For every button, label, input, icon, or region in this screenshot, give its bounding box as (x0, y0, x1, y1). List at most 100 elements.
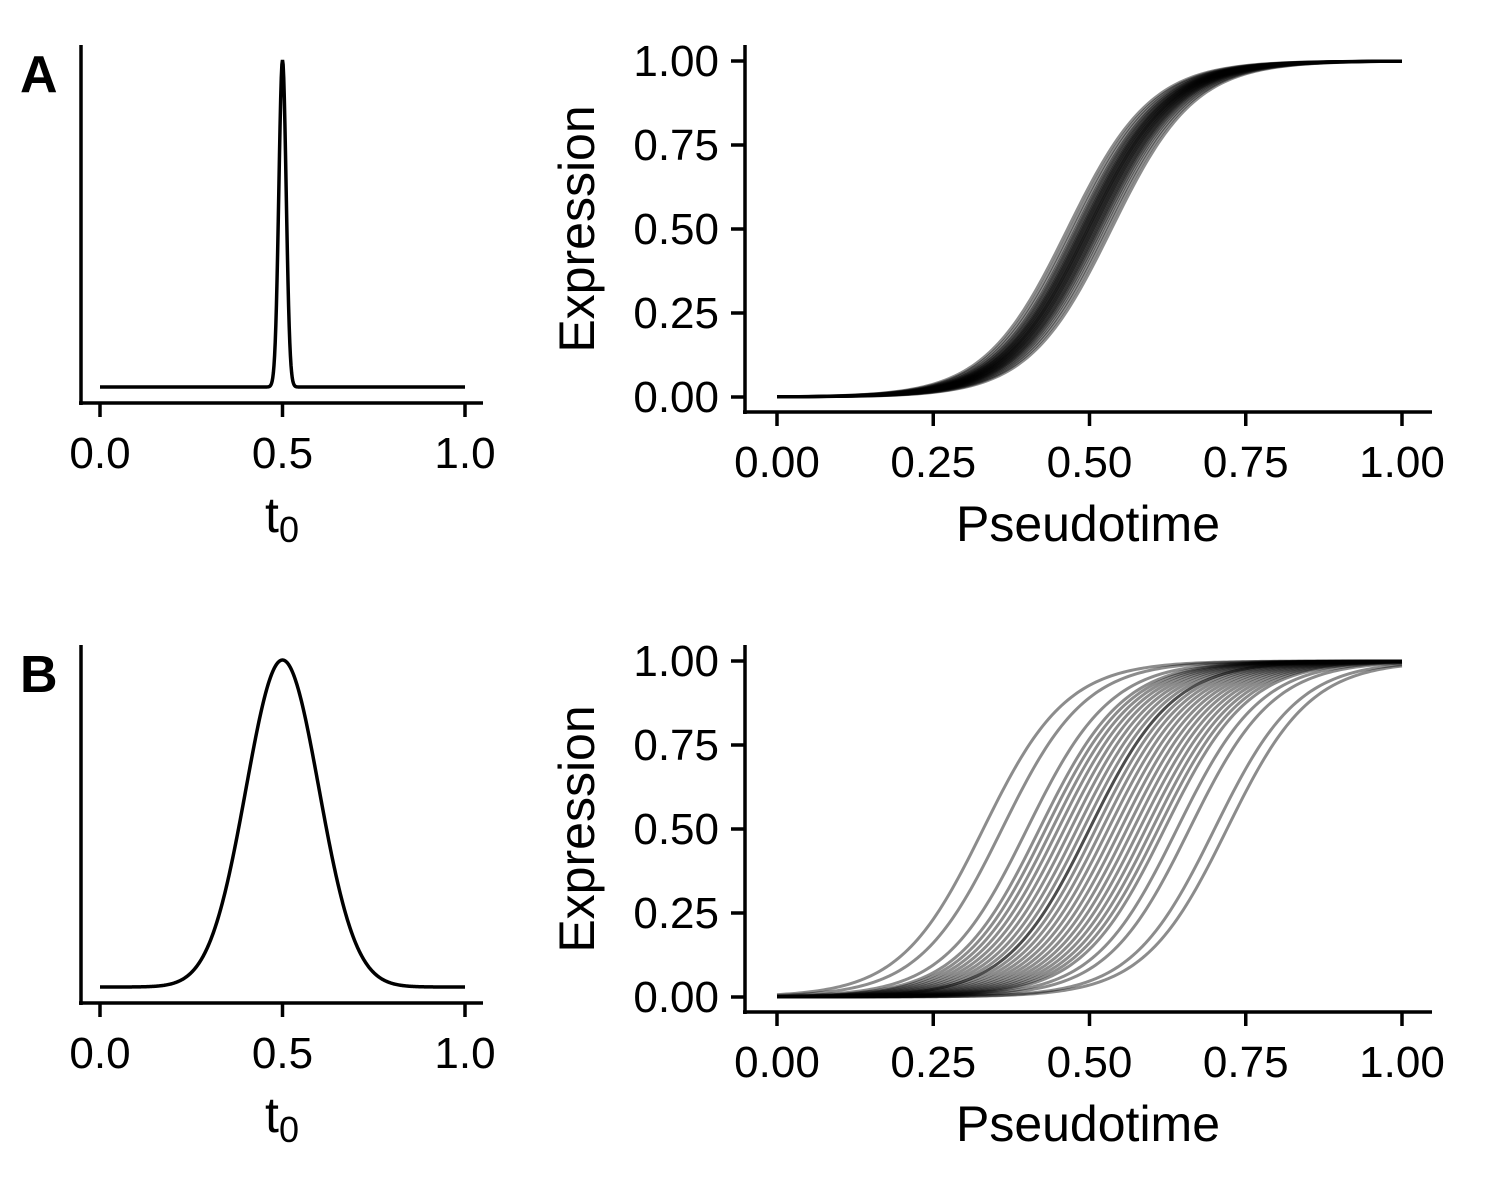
sigmoid-curve (776, 59, 1403, 399)
x-axis-title: t0 (265, 1087, 299, 1150)
sigmoid-curve (776, 59, 1403, 399)
sigmoid-curve (776, 659, 1402, 997)
y-tick-label: 0.50 (633, 805, 719, 854)
panel-letter-b: B (20, 646, 58, 704)
x-tick-label: 0.0 (69, 1029, 130, 1078)
sigmoid-curve (776, 659, 1403, 999)
x-tick-label: 1.0 (434, 1029, 495, 1078)
sigmoid-curve (776, 659, 1402, 998)
x-tick-label: 0.5 (252, 1029, 313, 1078)
y-tick-label: 0.25 (633, 889, 719, 938)
x-tick-label: 1.00 (1359, 438, 1445, 487)
sigmoid-curve (776, 659, 1403, 999)
y-axis-title: Expression (549, 705, 605, 952)
sigmoid-curve (776, 659, 1403, 999)
sigmoid-curve (776, 659, 1403, 997)
sigmoid-curve (776, 59, 1403, 399)
sigmoid-curve (777, 660, 1403, 999)
sigmoid-curve (776, 59, 1403, 399)
x-axis-title: Pseudotime (956, 1096, 1220, 1152)
x-tick-label: 0.75 (1203, 1038, 1289, 1087)
y-tick-label: 0.00 (633, 973, 719, 1022)
sigmoid-curve (777, 659, 1403, 999)
sigmoid-curve (777, 660, 1403, 999)
sigmoid-curve (776, 59, 1403, 399)
x-axis-title: t0 (265, 487, 299, 550)
sigmoid-curve (777, 660, 1403, 999)
sigmoid-curve (776, 659, 1403, 999)
sigmoid-curve (776, 59, 1403, 399)
sigmoid-curve (776, 59, 1403, 399)
sigmoid-curve (776, 59, 1403, 399)
sigmoid-curve (776, 59, 1403, 399)
sigmoid-curve (776, 59, 1403, 399)
sigmoid-curve (776, 59, 1403, 399)
sigmoid-curve (776, 659, 1403, 999)
sigmoid-curve (776, 659, 1403, 999)
sigmoid-curve (776, 59, 1403, 399)
x-tick-label: 1.00 (1359, 1038, 1445, 1087)
sigmoid-curve (777, 663, 1403, 999)
sigmoid-curve (776, 59, 1403, 399)
density-curve (100, 59, 465, 389)
x-tick-label: 0.25 (890, 1038, 976, 1087)
sigmoid-curve (776, 659, 1402, 998)
sigmoid-curve (776, 59, 1403, 399)
density-plot-b: 0.0 0.5 1.0 t0 (69, 645, 496, 1150)
sigmoid-curve (776, 659, 1403, 999)
x-tick-label: 0.50 (1047, 1038, 1133, 1087)
expression-plot-b: 0.00 0.25 0.50 0.75 1.00 0.00 0.25 0.50 0.75 1.0… (549, 637, 1445, 1152)
sigmoid-curve (776, 59, 1403, 399)
sigmoid-curves (776, 59, 1403, 399)
sigmoid-curve (777, 660, 1403, 999)
y-tick-label: 0.25 (633, 289, 719, 338)
y-tick-label: 1.00 (633, 637, 719, 686)
expression-plot-a: 0.00 0.25 0.50 0.75 1.00 0.00 0.25 0.50 0.75 1.0… (549, 37, 1445, 552)
x-tick-label: 0.00 (734, 1038, 820, 1087)
x-tick-label: 1.0 (434, 429, 495, 478)
x-tick-label: 0.25 (890, 438, 976, 487)
sigmoid-curve (777, 660, 1403, 999)
x-axis-title: Pseudotime (956, 496, 1220, 552)
sigmoid-curve (776, 59, 1403, 399)
y-tick-label: 1.00 (633, 37, 719, 86)
density-curve (100, 658, 465, 989)
sigmoid-curve (776, 659, 1402, 998)
sigmoid-curve (776, 59, 1403, 399)
x-tick-label: 0.5 (252, 429, 313, 478)
sigmoid-curve (776, 659, 1403, 999)
sigmoid-curve (776, 59, 1403, 399)
y-tick-label: 0.50 (633, 205, 719, 254)
x-tick-label: 0.00 (734, 438, 820, 487)
sigmoid-curve (777, 661, 1403, 999)
sigmoid-curve (776, 59, 1403, 399)
sigmoid-curve (776, 59, 1403, 399)
sigmoid-curve (777, 664, 1403, 999)
density-plot-a: 0.0 0.5 1.0 t0 (69, 45, 496, 550)
sigmoid-curve (776, 59, 1403, 399)
y-axis-title: Expression (549, 105, 605, 352)
sigmoid-curve (776, 659, 1403, 999)
panel-letter-a: A (20, 46, 58, 104)
sigmoid-curve (776, 659, 1403, 999)
sigmoid-curve (776, 59, 1403, 399)
sigmoid-curve (777, 661, 1403, 999)
x-tick-label: 0.50 (1047, 438, 1133, 487)
x-tick-label: 0.75 (1203, 438, 1289, 487)
y-tick-label: 0.00 (633, 373, 719, 422)
sigmoid-curve (776, 59, 1403, 399)
x-tick-label: 0.0 (69, 429, 130, 478)
sigmoid-curve (776, 59, 1403, 399)
sigmoid-curve (777, 660, 1403, 999)
sigmoid-curve (776, 59, 1403, 399)
sigmoid-curve (776, 659, 1402, 999)
sigmoid-curve (777, 659, 1403, 999)
sigmoid-curves (776, 659, 1403, 999)
sigmoid-curve (776, 59, 1403, 399)
sigmoid-curve (776, 659, 1402, 999)
sigmoid-curve (776, 59, 1403, 399)
sigmoid-curve (776, 59, 1403, 399)
y-tick-label: 0.75 (633, 121, 719, 170)
sigmoid-curve (776, 59, 1403, 399)
